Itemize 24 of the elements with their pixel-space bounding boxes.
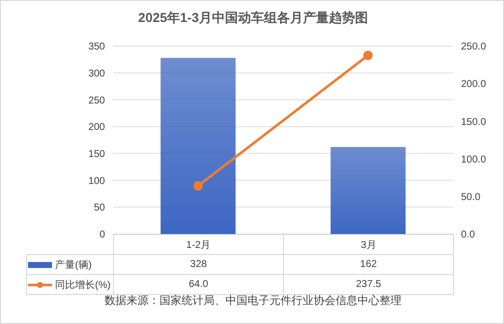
legend-label: 同比增长(%): [55, 280, 111, 290]
y-tick-label: 250: [88, 95, 106, 106]
data-label: 237.5: [284, 274, 454, 294]
y-tick-label: 100: [88, 176, 106, 187]
y2-tick-label: 0.0: [461, 230, 476, 241]
data-label: 328: [114, 254, 284, 274]
x-tick-label: 1-2月: [114, 234, 284, 254]
x-tick-label: 3月: [284, 234, 454, 254]
chart-title: 2025年1-3月中国动车组各月产量趋势图: [137, 9, 369, 27]
y-tick-label: 350: [88, 42, 106, 53]
data-label: 162: [284, 254, 454, 274]
y2-tick-label: 50.0: [461, 192, 481, 203]
y2-tick-label: 250.0: [461, 42, 486, 53]
y-tick-label: 150: [88, 148, 106, 160]
y-tick-label: 0: [99, 230, 106, 241]
y2-tick-label: 150.0: [461, 116, 486, 128]
source-note: 数据来源：国家统计局、中国电子元件行业协会信息中心整理: [104, 294, 402, 308]
y-tick-label: 50: [94, 202, 106, 214]
data-label: 64.0: [114, 274, 284, 294]
legend-label: 产量(辆): [55, 260, 92, 270]
y2-tick-label: 200.0: [461, 79, 486, 90]
y-tick-label: 200: [88, 122, 106, 134]
y2-tick-label: 100.0: [461, 154, 486, 166]
y-tick-label: 300: [88, 68, 106, 80]
